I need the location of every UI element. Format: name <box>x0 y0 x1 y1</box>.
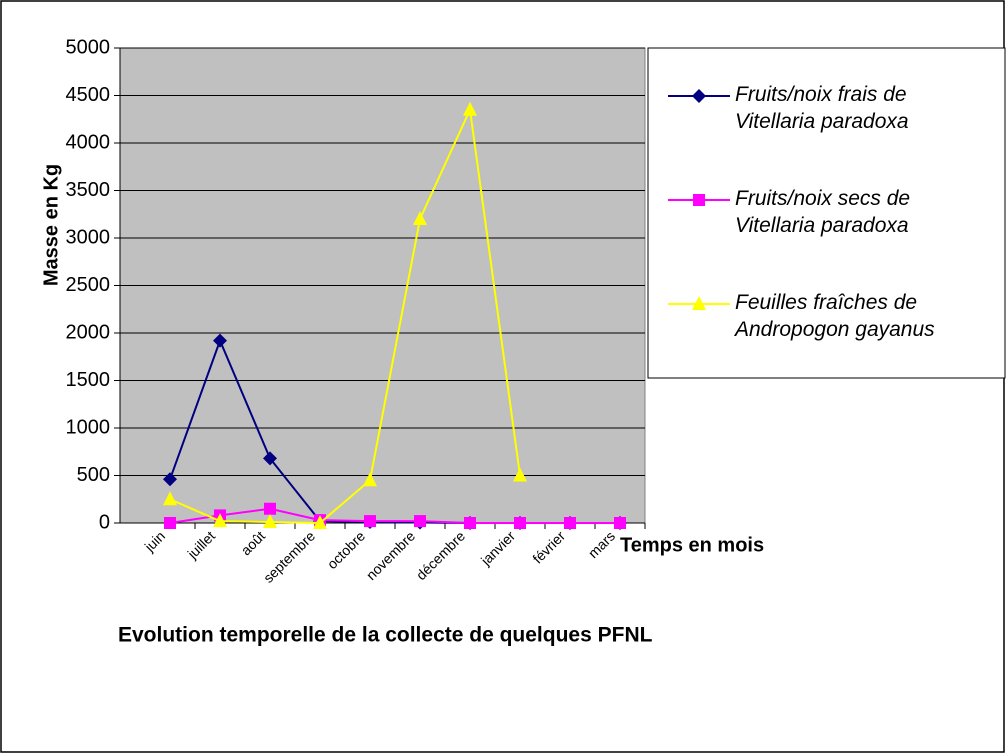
series-line <box>169 507 620 524</box>
marker <box>364 515 376 528</box>
y-tick-label: 2000 <box>66 321 111 343</box>
y-tick-label: 2500 <box>66 274 111 296</box>
marker <box>264 502 276 515</box>
series-line <box>169 106 521 525</box>
legend-label: Feuilles fraîches de Andropogon gayanus <box>735 291 935 341</box>
marker <box>514 517 526 529</box>
legend-label: Fruits/noix secs de Vitellaria paradoxa <box>735 187 911 237</box>
marker <box>263 514 277 529</box>
marker <box>213 513 227 528</box>
marker <box>213 333 227 348</box>
marker <box>513 467 527 482</box>
marker <box>693 194 705 206</box>
y-tick-label: 4500 <box>66 84 111 106</box>
x-axis-label: Temps en mois <box>620 534 764 556</box>
marker <box>414 515 426 528</box>
y-tick-label: 3000 <box>66 226 111 248</box>
y-axis-label: Masse en Kg <box>40 164 62 286</box>
legend-label: Fruits/noix frais de Vitellaria paradoxa <box>735 83 909 133</box>
y-tick-label: 1500 <box>66 369 111 391</box>
marker <box>564 517 576 529</box>
legend-box <box>647 47 1006 379</box>
marker <box>614 517 626 529</box>
y-tick-label: 0 <box>99 511 110 533</box>
marker <box>413 211 427 225</box>
y-tick-label: 3500 <box>66 179 111 201</box>
chart-title: Evolution temporelle de la collecte de q… <box>118 624 653 647</box>
y-tick-label: 500 <box>77 464 110 486</box>
marker <box>692 89 706 103</box>
marker <box>313 515 327 529</box>
marker <box>263 451 277 466</box>
marker <box>692 296 706 310</box>
marker <box>363 472 377 487</box>
marker <box>164 517 176 529</box>
marker <box>163 472 177 487</box>
marker <box>464 517 476 529</box>
marker <box>163 491 177 506</box>
y-tick-label: 4000 <box>66 131 111 153</box>
y-tick-label: 5000 <box>66 36 111 58</box>
y-tick-label: 1000 <box>66 416 111 438</box>
marker <box>463 101 477 116</box>
